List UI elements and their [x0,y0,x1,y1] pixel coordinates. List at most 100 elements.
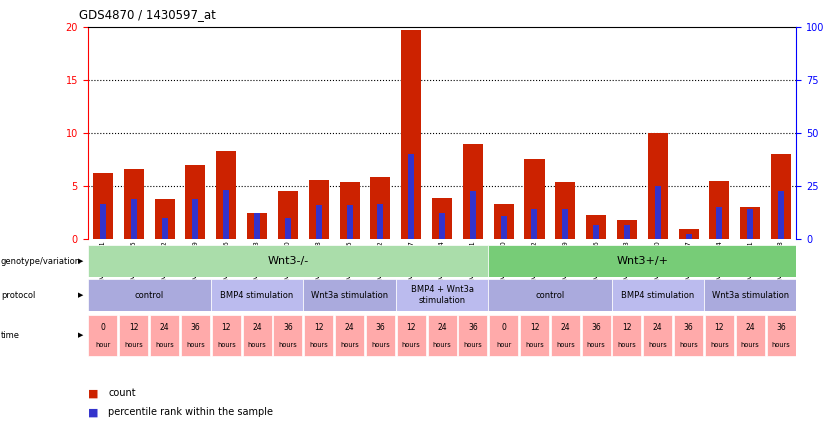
Text: hours: hours [587,342,605,348]
Text: time: time [1,331,20,340]
Bar [624,225,630,239]
Bar [304,315,334,356]
Bar [243,315,272,356]
Bar [162,218,168,239]
Bar [766,315,796,356]
Bar [278,192,298,239]
Bar [500,216,507,239]
Text: BMP4 stimulation: BMP4 stimulation [220,291,294,299]
Text: 24: 24 [160,323,169,332]
Text: hours: hours [279,342,297,348]
Bar [216,151,236,239]
Text: 36: 36 [191,323,200,332]
Bar [494,204,514,239]
Bar [150,315,179,356]
Text: hours: hours [679,342,698,348]
Text: 12: 12 [406,323,416,332]
Bar [408,154,414,239]
Text: 24: 24 [437,323,447,332]
Text: Wnt3a stimulation: Wnt3a stimulation [711,291,789,299]
Text: 24: 24 [746,323,755,332]
Bar [212,315,241,356]
Text: ▶: ▶ [78,258,83,264]
Text: ■: ■ [88,388,98,398]
Bar [224,190,229,239]
Text: 12: 12 [222,323,231,332]
Bar [397,315,425,356]
Bar [704,279,796,311]
Text: hours: hours [309,342,328,348]
Bar [581,315,610,356]
Text: 36: 36 [684,323,693,332]
Bar [154,199,174,239]
Bar [100,204,106,239]
Text: hour: hour [95,342,111,348]
Bar [617,220,637,239]
Bar [741,207,761,239]
Bar [401,30,421,239]
Text: 36: 36 [375,323,385,332]
Bar [439,213,445,239]
Bar [88,279,211,311]
Bar [335,315,364,356]
Text: ▶: ▶ [78,292,83,298]
Text: hours: hours [402,342,420,348]
Text: control: control [535,291,565,299]
Bar [778,192,784,239]
Bar [309,180,329,239]
Bar [611,279,704,311]
Text: hours: hours [217,342,236,348]
Bar [123,169,143,239]
Text: protocol: protocol [1,291,35,299]
Bar [550,315,580,356]
Text: BMP4 stimulation: BMP4 stimulation [621,291,695,299]
Text: genotype/variation: genotype/variation [1,257,81,266]
Text: Wnt3-/-: Wnt3-/- [267,256,309,266]
Text: 12: 12 [530,323,540,332]
Bar [555,182,575,239]
Bar [612,315,641,356]
Bar [119,315,148,356]
Bar [463,144,483,239]
Bar [370,177,390,239]
Bar [247,213,267,239]
Bar [254,213,260,239]
Bar [655,186,661,239]
Bar [185,165,205,239]
Text: hours: hours [340,342,359,348]
Bar [716,207,722,239]
Bar [771,154,791,239]
Text: hours: hours [648,342,667,348]
Text: control: control [134,291,163,299]
Text: 36: 36 [591,323,601,332]
Text: hours: hours [155,342,174,348]
Text: 36: 36 [776,323,786,332]
Bar [377,204,384,239]
Text: 36: 36 [283,323,293,332]
Bar [193,199,198,239]
Bar [643,315,672,356]
Bar [470,192,476,239]
Bar [747,209,753,239]
Text: GDS4870 / 1430597_at: GDS4870 / 1430597_at [79,8,216,22]
Bar [490,315,518,356]
Bar [366,315,394,356]
Text: hours: hours [124,342,143,348]
Bar [88,315,118,356]
Text: 24: 24 [344,323,354,332]
Text: 36: 36 [468,323,478,332]
Text: count: count [108,388,136,398]
Bar [520,315,549,356]
Bar [674,315,703,356]
Text: hours: hours [525,342,544,348]
Bar [586,215,606,239]
Text: hours: hours [186,342,205,348]
Bar [181,315,210,356]
Text: 0: 0 [501,323,506,332]
Text: BMP4 + Wnt3a
stimulation: BMP4 + Wnt3a stimulation [410,286,474,305]
Bar [93,173,113,239]
Bar [428,315,456,356]
Bar [432,198,452,239]
Bar [459,315,487,356]
Text: 24: 24 [653,323,662,332]
